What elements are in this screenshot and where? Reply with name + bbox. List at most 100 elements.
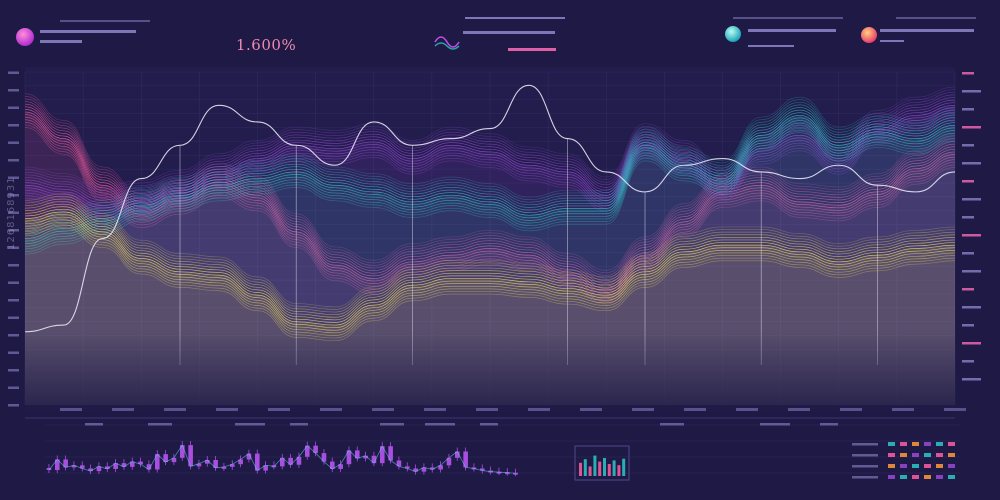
status-legend-chip <box>888 464 895 468</box>
y-tick-stub <box>8 386 19 389</box>
x-tick-stub <box>892 408 914 411</box>
bottom-chart-grid <box>45 424 960 474</box>
right-legend-stub <box>962 126 981 129</box>
series-thread <box>24 119 956 297</box>
y-tick-stub <box>8 106 19 109</box>
status-legend-chip <box>936 453 943 457</box>
status-legend-chip <box>888 442 895 446</box>
y-tick-stub <box>8 141 19 144</box>
right-legend-stub <box>962 378 981 381</box>
mini-equalizer <box>574 445 630 481</box>
series-thread <box>24 124 956 302</box>
status-legend-chip <box>912 464 919 468</box>
y-tick-stub <box>8 211 19 214</box>
x-tick-stub <box>840 408 862 411</box>
right-legend-stub <box>962 216 974 219</box>
series-thread <box>24 122 956 300</box>
mini-equalizer-frame <box>574 445 630 481</box>
bottom-bar-chart <box>25 417 960 477</box>
right-legend-stub <box>962 180 974 183</box>
right-legend-stub <box>962 234 981 237</box>
bottom-trend-line <box>48 444 516 474</box>
x-tick-stub <box>632 408 654 411</box>
status-legend-chip <box>888 453 895 457</box>
x-tick-stub <box>216 408 238 411</box>
status-legend-chip <box>888 475 895 479</box>
equalizer-bar <box>588 466 592 476</box>
main-chart-right-legend <box>962 72 981 381</box>
status-legend-chip <box>900 464 907 468</box>
right-legend-stub <box>962 198 981 201</box>
x-tick-stub <box>424 408 446 411</box>
x-tick-stub <box>788 408 810 411</box>
y-tick-stub <box>8 176 19 179</box>
right-legend-stub <box>962 306 981 309</box>
bottom-label-stub <box>425 423 455 426</box>
x-tick-stub <box>320 408 342 411</box>
equalizer-bar <box>607 464 611 476</box>
header-placeholder-text-left <box>40 20 150 43</box>
right-legend-stub <box>962 162 981 165</box>
x-tick-stub <box>944 408 966 411</box>
y-tick-stub <box>8 264 19 267</box>
status-legend-chip <box>912 475 919 479</box>
main-chart-x-axis <box>60 408 966 411</box>
wave-glyph-icon <box>434 36 460 50</box>
equalizer-bar <box>617 465 621 476</box>
y-tick-stub <box>8 229 19 232</box>
watermark-id: 1268168931 <box>6 176 17 250</box>
main-chart-y-axis <box>8 71 19 407</box>
series-thread <box>24 127 956 305</box>
status-legend-label <box>852 465 878 468</box>
x-tick-stub <box>476 408 498 411</box>
x-tick-stub <box>736 408 758 411</box>
status-legend-chip <box>900 453 907 457</box>
series-white_line <box>24 84 956 333</box>
header-placeholder-text-right <box>733 17 976 47</box>
mini-equalizer-bars <box>579 455 626 476</box>
bottom-chart-bars <box>46 441 518 477</box>
right-legend-stub <box>962 342 981 345</box>
status-legend-chip <box>912 442 919 446</box>
status-legend-chip <box>936 475 943 479</box>
orange-orb-icon <box>861 27 877 43</box>
bottom-label-stub <box>235 423 265 426</box>
right-legend-stub <box>962 72 974 75</box>
main-wave-chart <box>8 67 981 412</box>
equalizer-bar <box>622 458 626 476</box>
status-legend-chip <box>900 475 907 479</box>
y-tick-stub <box>8 299 19 302</box>
series-thread <box>24 111 956 289</box>
bottom-label-stub <box>290 423 308 426</box>
header-placeholder-text-center <box>463 17 565 51</box>
equalizer-bar <box>603 458 606 476</box>
status-legend-label <box>852 476 878 479</box>
y-tick-stub <box>8 351 19 354</box>
magenta-orb-icon <box>16 28 34 46</box>
status-legend-chip <box>924 453 931 457</box>
header-bar <box>16 17 976 51</box>
status-legend-chip <box>936 464 943 468</box>
series-thread <box>24 114 956 292</box>
status-legend-chip <box>948 453 955 457</box>
right-legend-stub <box>962 288 974 291</box>
right-legend-stub <box>962 360 974 363</box>
y-tick-stub <box>8 246 19 249</box>
equalizer-bar <box>598 461 602 476</box>
headline-value: 1.600% <box>236 36 297 54</box>
y-tick-stub <box>8 369 19 372</box>
y-tick-stub <box>8 124 19 127</box>
right-legend-stub <box>962 270 981 273</box>
right-legend-stub <box>962 144 974 147</box>
x-tick-stub <box>580 408 602 411</box>
y-tick-stub <box>8 334 19 337</box>
equalizer-bar <box>583 459 587 476</box>
right-legend-stub <box>962 90 981 93</box>
equalizer-bar <box>579 462 582 476</box>
status-legend-chip <box>900 442 907 446</box>
bottom-label-stub <box>820 423 838 426</box>
status-legend-chip <box>948 442 955 446</box>
y-tick-stub <box>8 404 19 407</box>
right-legend-stub <box>962 324 974 327</box>
